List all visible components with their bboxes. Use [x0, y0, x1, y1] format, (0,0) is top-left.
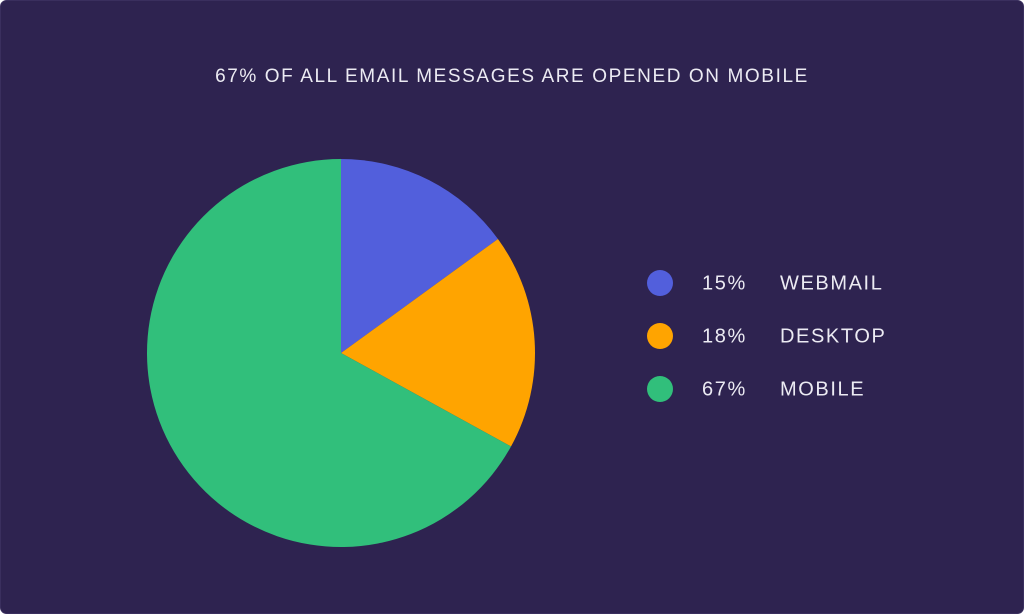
legend-swatch: [647, 376, 673, 402]
legend-value: 67%: [702, 378, 747, 400]
legend-swatch: [647, 323, 673, 349]
legend-label: DESKTOP: [780, 325, 886, 347]
pie-slice: [147, 159, 512, 547]
legend-swatch: [647, 270, 673, 296]
legend-value: 15%: [702, 272, 747, 294]
legend-label: WEBMAIL: [780, 272, 883, 294]
pie-slice: [341, 238, 535, 447]
chart-title: 67% OF ALL EMAIL MESSAGES ARE OPENED ON …: [215, 66, 809, 87]
pie-slice: [341, 159, 498, 353]
legend-label: MOBILE: [780, 378, 865, 400]
legend-value: 18%: [702, 325, 747, 347]
